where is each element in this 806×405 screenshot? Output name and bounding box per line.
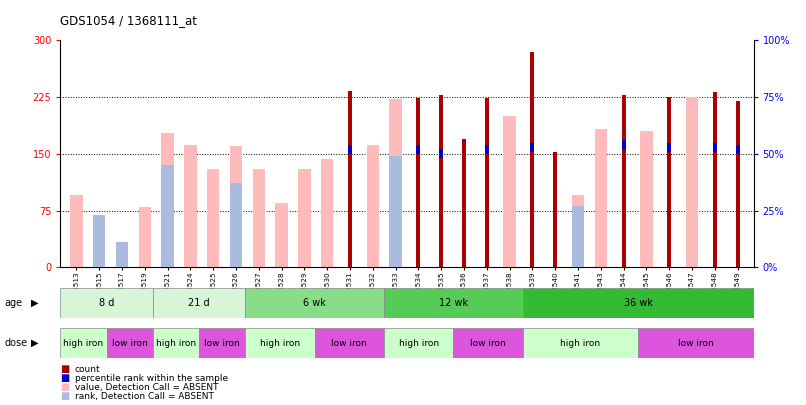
Text: low iron: low iron <box>331 339 368 348</box>
Bar <box>621 140 625 149</box>
Text: ▶: ▶ <box>31 338 38 348</box>
Bar <box>230 146 243 267</box>
Bar <box>207 169 219 267</box>
Bar <box>161 165 174 267</box>
Bar <box>530 143 534 151</box>
Bar <box>686 97 698 267</box>
Text: ■: ■ <box>60 382 69 392</box>
Bar <box>621 95 625 267</box>
Text: 21 d: 21 d <box>189 298 210 308</box>
Bar <box>736 145 740 154</box>
Text: GDS1054 / 1368111_at: GDS1054 / 1368111_at <box>60 14 197 27</box>
Bar <box>667 97 671 267</box>
Bar <box>184 145 197 267</box>
Bar <box>389 156 402 267</box>
Text: dose: dose <box>4 338 27 348</box>
Bar <box>161 134 174 267</box>
Bar <box>417 98 421 267</box>
Bar <box>504 116 516 267</box>
Text: 36 wk: 36 wk <box>624 298 653 308</box>
Bar <box>298 169 310 267</box>
Bar <box>553 152 557 267</box>
Bar <box>522 328 638 358</box>
Text: high iron: high iron <box>64 339 104 348</box>
Bar <box>245 328 314 358</box>
Bar <box>70 196 83 267</box>
Bar <box>199 328 245 358</box>
Text: high iron: high iron <box>260 339 300 348</box>
Bar <box>93 215 106 267</box>
Bar <box>462 139 466 267</box>
Bar <box>713 143 717 151</box>
Bar <box>153 328 199 358</box>
Bar <box>116 242 128 267</box>
Text: ▶: ▶ <box>31 298 38 308</box>
Text: low iron: low iron <box>678 339 714 348</box>
Bar <box>530 52 534 267</box>
Text: rank, Detection Call = ABSENT: rank, Detection Call = ABSENT <box>75 392 214 401</box>
Bar <box>384 288 522 318</box>
Bar <box>384 328 453 358</box>
Bar <box>321 159 334 267</box>
Bar <box>106 328 153 358</box>
Text: 6 wk: 6 wk <box>303 298 326 308</box>
Text: percentile rank within the sample: percentile rank within the sample <box>75 374 228 383</box>
Bar <box>348 91 352 267</box>
Bar <box>571 206 584 267</box>
Text: ■: ■ <box>60 364 69 374</box>
Bar <box>230 183 243 267</box>
Bar <box>439 149 443 158</box>
Bar <box>252 169 265 267</box>
Text: high iron: high iron <box>156 339 196 348</box>
Bar <box>713 92 717 267</box>
Bar <box>484 98 489 267</box>
Bar <box>153 288 245 318</box>
Text: high iron: high iron <box>398 339 438 348</box>
Bar <box>348 145 352 154</box>
Bar <box>417 145 421 154</box>
Text: low iron: low iron <box>112 339 147 348</box>
Text: age: age <box>4 298 22 308</box>
Text: value, Detection Call = ABSENT: value, Detection Call = ABSENT <box>75 383 218 392</box>
Bar <box>245 288 384 318</box>
Bar <box>640 131 653 267</box>
Bar <box>522 288 754 318</box>
Bar <box>276 203 288 267</box>
Text: high iron: high iron <box>560 339 600 348</box>
Bar <box>638 328 754 358</box>
Bar <box>389 100 402 267</box>
Bar <box>453 328 522 358</box>
Bar <box>60 288 153 318</box>
Text: 8 d: 8 d <box>99 298 114 308</box>
Bar <box>736 101 740 267</box>
Text: ■: ■ <box>60 373 69 383</box>
Bar <box>595 129 607 267</box>
Bar <box>439 95 443 267</box>
Text: ■: ■ <box>60 391 69 401</box>
Bar <box>60 328 106 358</box>
Text: low iron: low iron <box>204 339 240 348</box>
Text: low iron: low iron <box>470 339 506 348</box>
Text: 12 wk: 12 wk <box>438 298 467 308</box>
Bar <box>367 145 379 267</box>
Bar <box>667 143 671 151</box>
Text: count: count <box>75 365 101 374</box>
Bar <box>484 145 489 154</box>
Bar <box>314 328 384 358</box>
Bar <box>139 207 151 267</box>
Bar <box>571 196 584 267</box>
